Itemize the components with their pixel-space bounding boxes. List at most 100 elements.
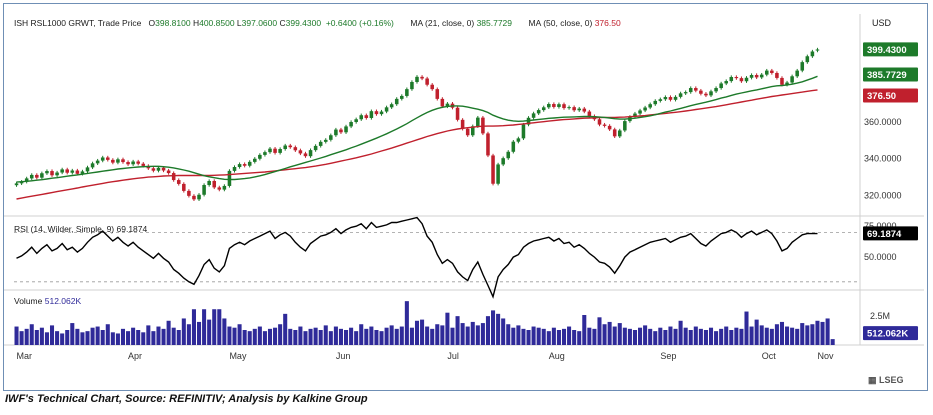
candle bbox=[303, 151, 308, 158]
candle-body bbox=[506, 151, 511, 159]
candle-body bbox=[780, 77, 784, 85]
candle bbox=[100, 155, 105, 163]
volume-bar bbox=[156, 326, 161, 345]
rsi-tag-text: 69.1874 bbox=[867, 229, 902, 240]
volume-bar bbox=[825, 318, 830, 345]
candle-body bbox=[612, 129, 617, 137]
candle-body bbox=[648, 104, 652, 108]
volume-bar bbox=[298, 326, 303, 345]
candle bbox=[45, 169, 49, 175]
candle bbox=[182, 182, 186, 193]
volume-bar bbox=[648, 328, 653, 345]
candle-body bbox=[364, 115, 369, 118]
month-tick-label: Apr bbox=[128, 351, 142, 361]
candle-body bbox=[334, 129, 338, 136]
candle bbox=[764, 68, 769, 77]
volume-bar bbox=[166, 320, 171, 345]
candle-body bbox=[663, 97, 668, 100]
candle-body bbox=[420, 76, 424, 79]
volume-bar bbox=[262, 331, 267, 345]
candle-body bbox=[400, 95, 404, 99]
candle bbox=[334, 127, 338, 137]
candle bbox=[222, 184, 227, 192]
month-tick-label: Aug bbox=[549, 351, 565, 361]
candle bbox=[232, 165, 237, 173]
ma21-tag: 385.7729 bbox=[863, 67, 918, 82]
candle-body bbox=[29, 174, 34, 179]
candle bbox=[420, 75, 424, 81]
volume-bar bbox=[14, 326, 19, 345]
volume-bar bbox=[465, 326, 470, 345]
candle bbox=[541, 105, 546, 112]
candle bbox=[734, 75, 739, 80]
rsi-tag: 69.1874 bbox=[863, 226, 918, 241]
volume-bar bbox=[126, 331, 131, 345]
candle bbox=[709, 89, 713, 98]
volume-bar bbox=[110, 332, 115, 345]
candle-body bbox=[567, 107, 571, 109]
volume-bar bbox=[237, 324, 242, 345]
candle bbox=[400, 94, 404, 101]
candle-body bbox=[719, 83, 723, 89]
candle bbox=[455, 106, 460, 122]
volume-bar bbox=[643, 325, 648, 345]
candle-body bbox=[268, 148, 272, 153]
volume-bar bbox=[607, 321, 612, 345]
candle-body bbox=[369, 111, 374, 118]
volume-header: Volume 512.062K bbox=[14, 296, 81, 306]
volume-bar bbox=[769, 328, 774, 345]
volume-bar bbox=[308, 328, 313, 345]
candle bbox=[263, 150, 267, 157]
candle bbox=[126, 160, 130, 166]
volume-bar bbox=[521, 328, 526, 345]
volume-bar bbox=[592, 328, 597, 345]
volume-bar bbox=[100, 330, 105, 345]
technical-chart[interactable]: 320.0000 340.0000 360.0000 75.0000 50.0000 2.… bbox=[0, 0, 933, 392]
candle-body bbox=[775, 72, 779, 78]
candle bbox=[111, 158, 115, 165]
candle bbox=[369, 109, 374, 120]
candle bbox=[496, 162, 500, 186]
ma50-label: MA (50, close, 0) bbox=[528, 18, 593, 28]
candle-body bbox=[486, 133, 490, 156]
candle bbox=[633, 111, 637, 119]
candle bbox=[253, 157, 257, 164]
candle-body bbox=[253, 158, 257, 162]
volume-bar bbox=[191, 309, 196, 345]
candle-body bbox=[425, 78, 429, 85]
candle bbox=[283, 143, 287, 151]
volume-bar bbox=[85, 331, 90, 345]
volume-bar bbox=[141, 332, 146, 345]
currency-label: USD bbox=[872, 18, 892, 28]
volume-bar bbox=[136, 330, 141, 345]
candle-body bbox=[182, 183, 186, 191]
candle bbox=[192, 194, 196, 201]
ma21-label: MA (21, close, 0) bbox=[410, 18, 475, 28]
candle-body bbox=[633, 113, 637, 117]
candle-body bbox=[106, 157, 110, 160]
candle-body bbox=[303, 153, 308, 157]
month-tick-label: Oct bbox=[762, 351, 777, 361]
rsi-label: RSI (14, Wilder, Simple, 9) bbox=[14, 224, 115, 234]
volume-bar bbox=[131, 327, 136, 345]
volume-bar bbox=[313, 327, 318, 345]
candle bbox=[65, 167, 70, 175]
candle bbox=[805, 54, 810, 64]
candle-body bbox=[70, 170, 75, 173]
candle-body bbox=[547, 104, 551, 108]
candle-body bbox=[597, 119, 602, 125]
candle-body bbox=[95, 160, 100, 164]
candle bbox=[288, 143, 293, 149]
candle bbox=[364, 113, 369, 120]
candle-body bbox=[19, 181, 24, 184]
volume-bar bbox=[587, 327, 592, 345]
volume-bar bbox=[247, 331, 252, 345]
candle bbox=[744, 76, 749, 83]
ma21-line bbox=[16, 75, 818, 183]
candle bbox=[318, 140, 323, 148]
candle bbox=[775, 71, 779, 80]
low-value: 397.0600 bbox=[241, 18, 278, 28]
volume-bar bbox=[425, 326, 430, 345]
volume-bar bbox=[582, 315, 587, 345]
candle-body bbox=[207, 180, 211, 186]
